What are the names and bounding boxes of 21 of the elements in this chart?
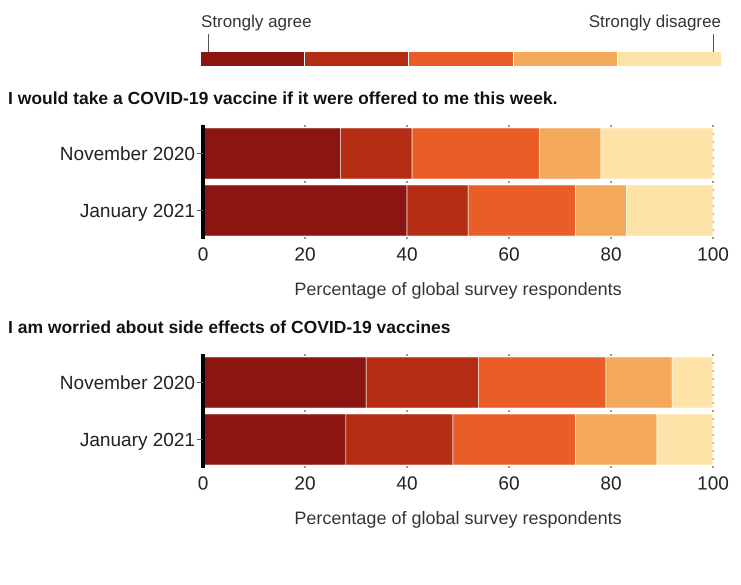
y-tick-label: January 2021 xyxy=(80,430,195,452)
x-tick-label: 20 xyxy=(294,473,316,494)
x-axis-title: Percentage of global survey respondents xyxy=(294,508,622,528)
y-tick-label: November 2020 xyxy=(60,144,195,166)
x-tick-label: 100 xyxy=(697,473,729,494)
chart-title: I would take a COVID-19 vaccine if it were offered to me this week. xyxy=(8,88,558,109)
x-tick-label: 100 xyxy=(697,244,729,266)
x-tick-label: 80 xyxy=(600,244,622,266)
x-tick-label: 0 xyxy=(198,473,208,494)
chart-title: I am worried about side effects of COVID-19 vaccines xyxy=(8,317,452,338)
x-tick-label: 60 xyxy=(498,473,520,494)
x-tick-label: 0 xyxy=(198,244,208,266)
y-tick-label: January 2021 xyxy=(80,201,195,222)
scale-key: Strongly agree Strongly disagree xyxy=(201,8,721,70)
y-tick-label: November 2020 xyxy=(60,373,195,394)
x-tick-label: 40 xyxy=(396,244,418,266)
x-tick-label: 20 xyxy=(294,244,316,266)
x-axis-title: Percentage of global survey respondents xyxy=(294,279,622,299)
x-tick-label: 60 xyxy=(498,244,520,266)
x-tick-label: 40 xyxy=(396,473,418,494)
x-tick-label: 80 xyxy=(600,473,622,494)
